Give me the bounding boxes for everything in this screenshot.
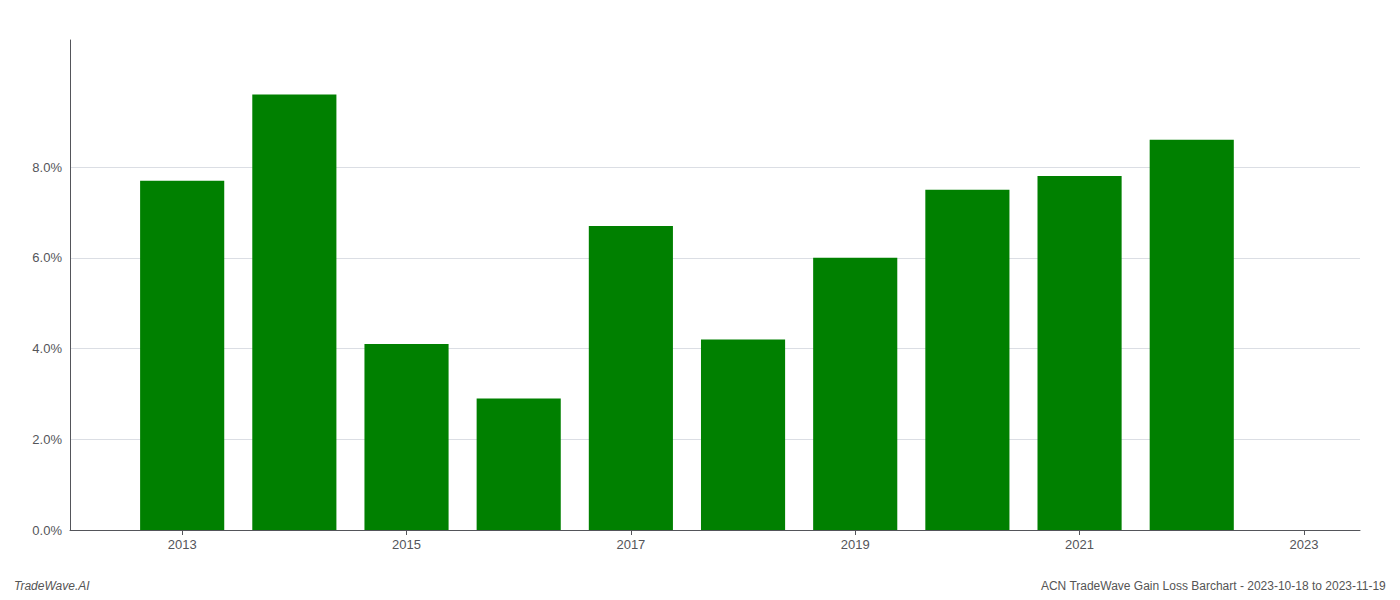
svg-text:2.0%: 2.0% [32, 432, 62, 447]
svg-text:2019: 2019 [841, 537, 870, 552]
svg-text:TradeWave.AI: TradeWave.AI [14, 579, 90, 593]
svg-text:2023: 2023 [1289, 537, 1318, 552]
svg-text:8.0%: 8.0% [32, 160, 62, 175]
svg-text:2015: 2015 [392, 537, 421, 552]
svg-text:2013: 2013 [168, 537, 197, 552]
svg-text:2017: 2017 [616, 537, 645, 552]
svg-text:4.0%: 4.0% [32, 341, 62, 356]
svg-text:0.0%: 0.0% [32, 523, 62, 538]
svg-text:ACN TradeWave Gain Loss Barcha: ACN TradeWave Gain Loss Barchart - 2023-… [1041, 579, 1386, 593]
svg-text:6.0%: 6.0% [32, 250, 62, 265]
svg-text:2021: 2021 [1065, 537, 1094, 552]
